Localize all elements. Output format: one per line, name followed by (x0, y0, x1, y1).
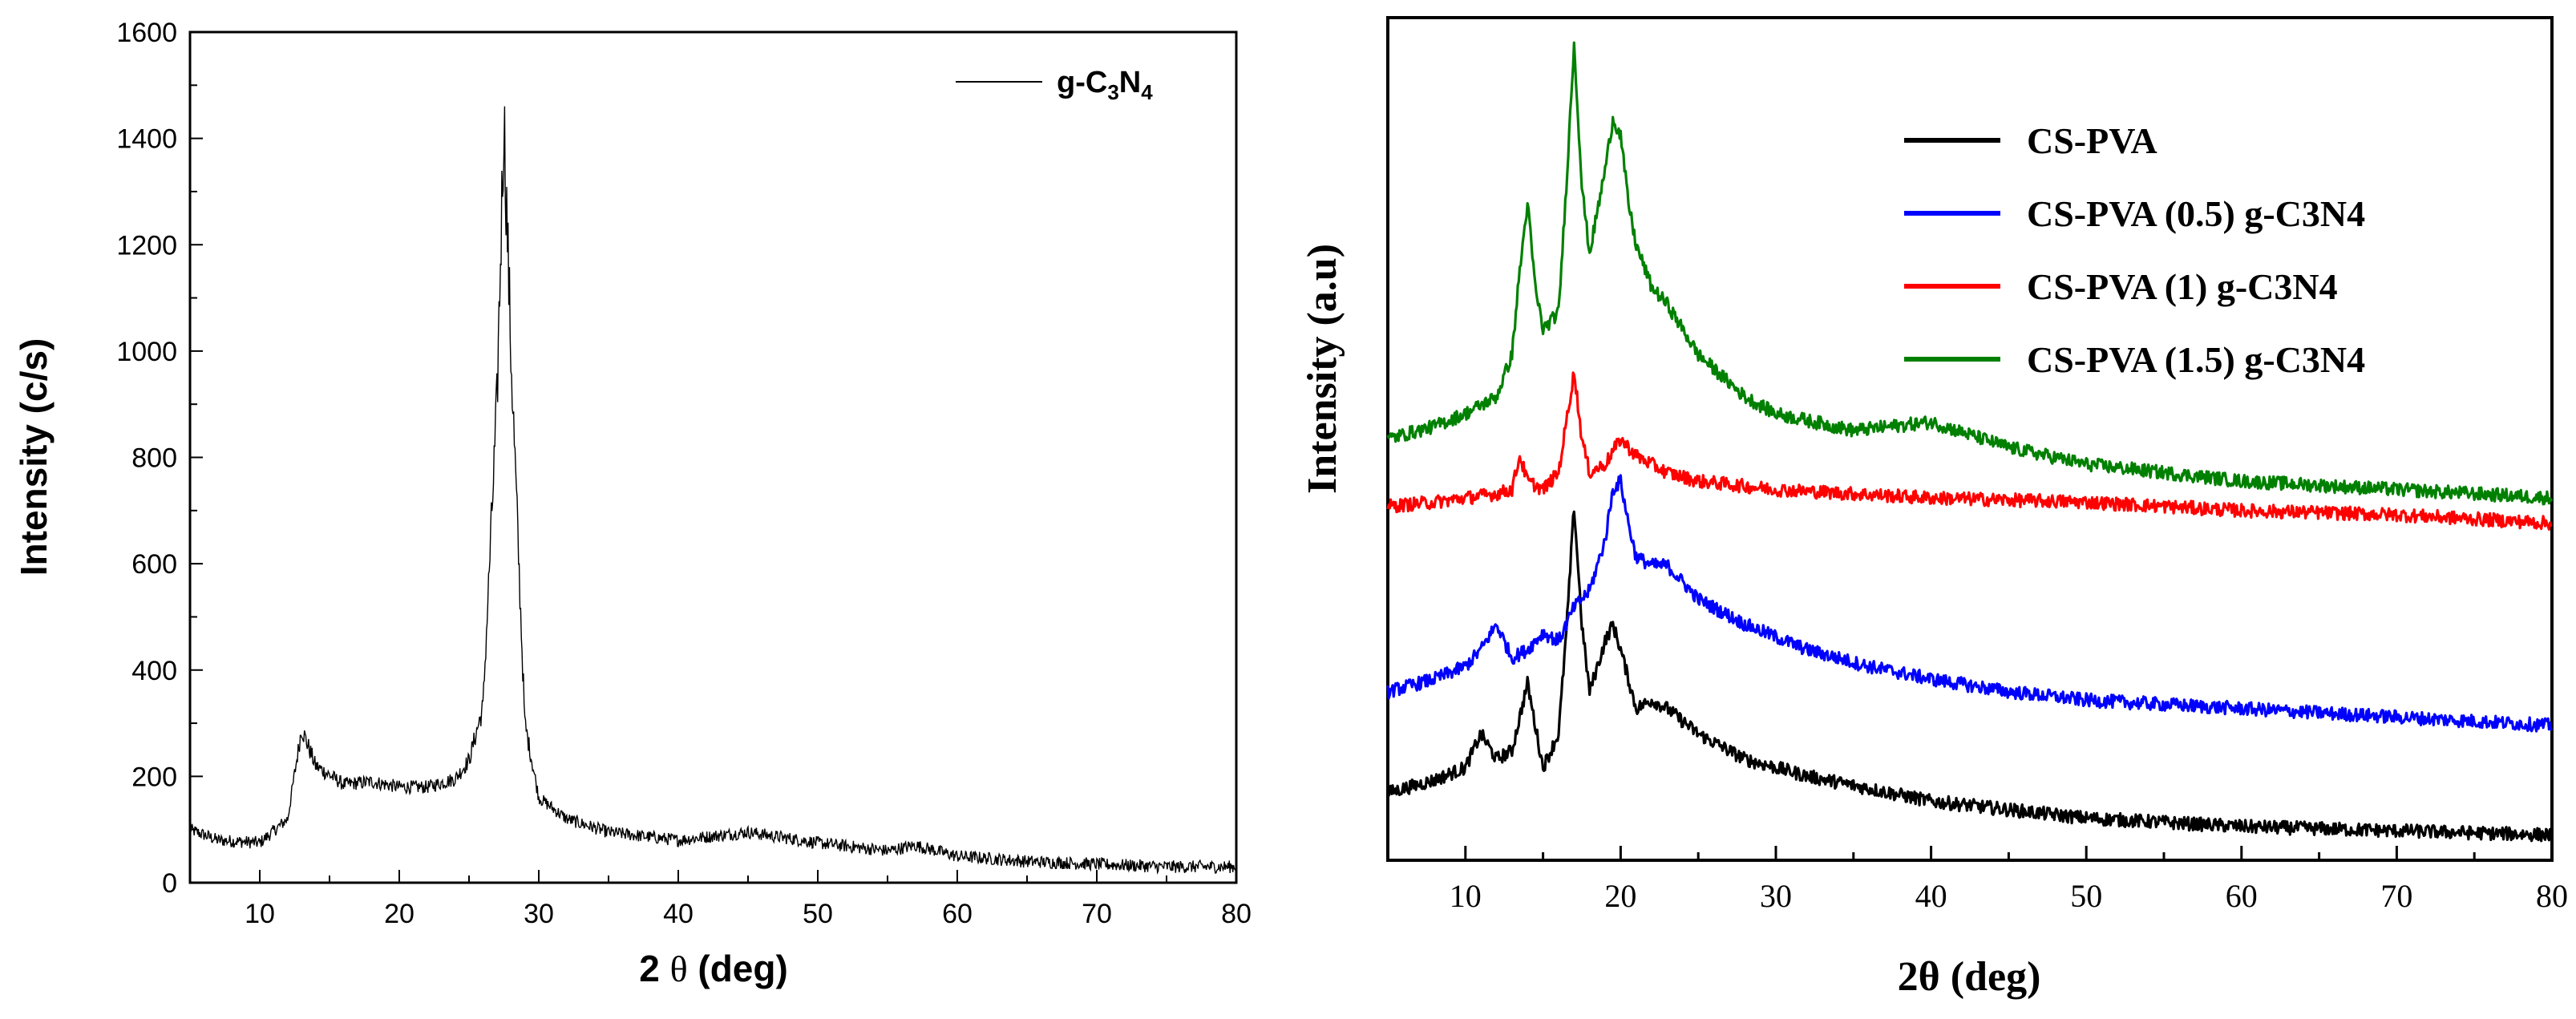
left-y-tick-label: 200 (131, 762, 177, 792)
left-x-tick-label: 70 (1082, 899, 1112, 929)
left-x-axis-label-suffix: (deg) (688, 948, 788, 989)
right-x-tick-label: 30 (1760, 878, 1792, 914)
right-chart: 10 20 30 40 50 60 70 80 CS-PVA CS-PVA (0.5) g-C3… (1300, 16, 2568, 1000)
right-legend-label-1: CS-PVA (0.5) g-C3N4 (2027, 193, 2365, 234)
left-chart: 10 20 30 40 50 60 70 80020040060080010001200140… (13, 18, 1252, 989)
left-x-tick-label: 30 (524, 899, 554, 929)
right-series-line-3 (1386, 41, 2554, 506)
left-y-tick-label: 1600 (116, 18, 177, 48)
left-x-axis-label-theta: θ (670, 948, 688, 989)
right-x-tick-label: 40 (1915, 878, 1947, 914)
left-y-tick-label: 600 (131, 549, 177, 580)
left-series-group (189, 106, 1237, 875)
left-legend-label-sub2: 4 (1141, 80, 1153, 104)
left-legend-label-sub1: 3 (1107, 80, 1118, 104)
right-x-tick-label: 20 (1604, 878, 1636, 914)
left-tick-marks (189, 31, 1237, 884)
left-legend-label: g-C3N4 (1057, 66, 1153, 104)
left-x-axis-label-prefix: 2 (639, 948, 669, 989)
left-y-tick-label: 1200 (116, 230, 177, 261)
right-x-axis-label: 2θ (deg) (1898, 954, 2041, 1000)
left-y-axis-label: Intensity (c/s) (13, 338, 55, 576)
left-x-tick-label: 10 (245, 899, 275, 929)
left-y-tick-label: 0 (162, 868, 177, 899)
right-legend-label-2: CS-PVA (1) g-C3N4 (2027, 266, 2338, 307)
right-x-tick-label: 70 (2380, 878, 2412, 914)
right-legend-label-0: CS-PVA (2027, 120, 2157, 161)
left-y-tick-label: 800 (131, 443, 177, 474)
right-y-axis-label: Intensity (a.u) (1300, 244, 1345, 494)
right-legend-label-3: CS-PVA (1.5) g-C3N4 (2027, 339, 2365, 380)
right-series-group (1386, 41, 2554, 843)
right-series-line-2 (1386, 371, 2553, 531)
right-tick-labels: 10 20 30 40 50 60 70 80 (1450, 878, 2568, 914)
right-series-line-0 (1386, 510, 2553, 843)
left-plot-frame (188, 30, 1238, 884)
left-x-tick-label: 80 (1221, 899, 1252, 929)
right-x-tick-label: 80 (2536, 878, 2568, 914)
left-tick-labels: 10 20 30 40 50 60 70 80020040060080010001200140… (116, 18, 1252, 929)
left-legend-label-base: g-C (1057, 66, 1107, 99)
right-x-tick-label: 10 (1450, 878, 1482, 914)
left-legend: g-C3N4 (956, 66, 1153, 104)
right-series-line-1 (1386, 474, 2554, 733)
right-x-tick-label: 50 (2070, 878, 2102, 914)
left-y-tick-label: 1000 (116, 337, 177, 367)
left-x-tick-label: 20 (384, 899, 415, 929)
left-legend-label-mid: N (1119, 66, 1141, 99)
left-series-line-g-c3n4 (189, 106, 1237, 875)
right-plot-frame (1386, 16, 2554, 862)
left-x-tick-label: 40 (663, 899, 694, 929)
right-x-tick-label: 60 (2226, 878, 2258, 914)
left-x-tick-label: 60 (942, 899, 973, 929)
right-legend: CS-PVA CS-PVA (0.5) g-C3N4 CS-PVA (1) g-C3… (1904, 120, 2365, 380)
left-y-tick-label: 400 (131, 656, 177, 686)
left-x-tick-label: 50 (803, 899, 833, 929)
left-y-tick-label: 1400 (116, 124, 177, 155)
left-x-axis-label: 2 θ (deg) (639, 948, 788, 989)
right-tick-marks (1386, 846, 2554, 860)
